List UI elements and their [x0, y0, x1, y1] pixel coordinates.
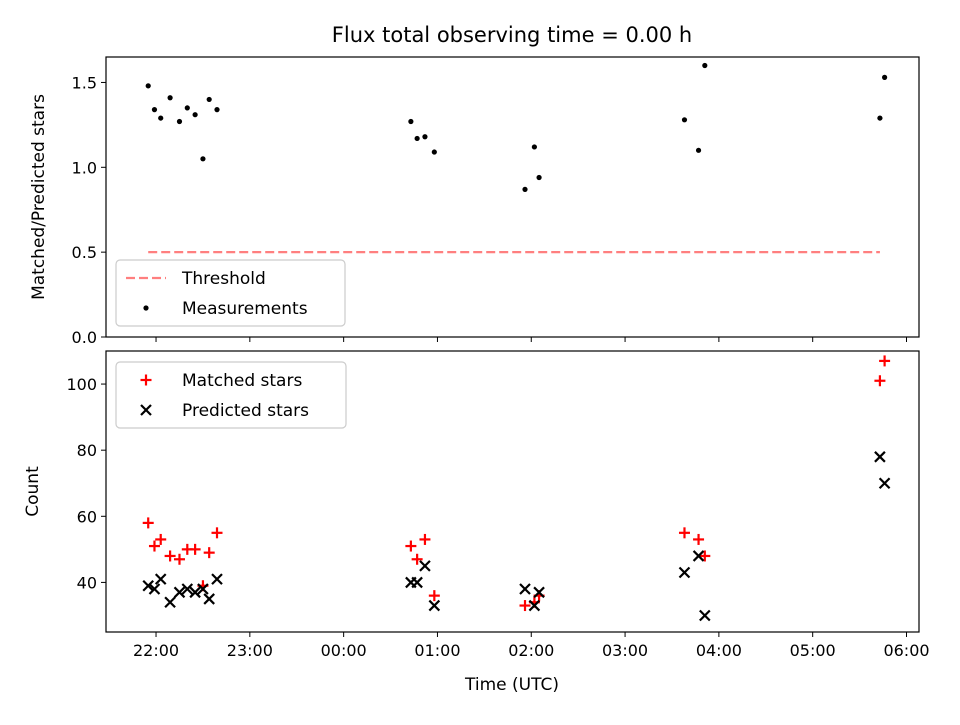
predicted-point-b	[519, 583, 531, 595]
measurement-point	[414, 135, 420, 142]
predicted-point-b	[428, 599, 441, 612]
y-tick-label: 60	[77, 507, 97, 526]
measurement-point	[531, 144, 537, 150]
x-tick-label: 02:00	[508, 641, 554, 660]
measurement-point	[702, 62, 708, 69]
predicted-point-b	[164, 596, 176, 609]
predicted-point-b	[154, 573, 167, 585]
measurement-point	[192, 112, 198, 118]
measurement-point	[200, 156, 206, 162]
x-axis-label: Time (UTC)	[464, 675, 559, 695]
y-tick-label: 1.5	[72, 73, 97, 92]
measurement-point	[522, 186, 528, 192]
legend-predicted-swatch-b	[140, 404, 152, 416]
ratio-panel: 0.0 0.5 1.0 1.5 Matched/Predicted stars Thres…	[29, 56, 920, 347]
measurement-point	[681, 117, 688, 123]
y-axis-label: Count	[23, 466, 43, 517]
measurement-point	[431, 149, 437, 155]
measurement-point	[214, 107, 220, 113]
legend-threshold-label: Threshold	[181, 269, 266, 289]
predicted-point-b	[189, 586, 201, 599]
predicted-point-b	[692, 550, 705, 562]
x-tick-label: 04:00	[696, 641, 742, 660]
measurement-point	[176, 118, 183, 125]
measurement-point	[877, 115, 883, 121]
predicted-point-b	[181, 583, 194, 595]
legend-measurement-swatch	[143, 305, 149, 311]
figure-title: Flux total observing time = 0.00 h	[332, 23, 692, 47]
predicted-point-b	[528, 599, 541, 612]
y-tick-label: 100	[66, 375, 97, 394]
x-tick-label: 05:00	[790, 641, 836, 660]
measurement-point	[145, 83, 151, 89]
measurement-point	[882, 74, 888, 80]
measurement-point	[167, 95, 173, 101]
y-tick-label: 0.0	[72, 328, 97, 347]
predicted-point-b	[878, 477, 891, 490]
measurement-point	[695, 147, 702, 153]
predicted-point-b	[173, 586, 186, 599]
y-tick-label: 80	[77, 441, 97, 460]
predicted-point-b	[203, 593, 215, 605]
predicted-point-b	[874, 451, 886, 463]
measurement-point	[151, 107, 158, 113]
legend-box	[115, 361, 347, 429]
measurement-point	[408, 118, 414, 125]
x-tick-label: 23:00	[227, 641, 273, 660]
y-tick-label: 40	[77, 573, 97, 592]
predicted-point-b	[699, 609, 711, 622]
legend-series-label: Predicted stars	[182, 401, 309, 421]
predicted-point-b	[197, 583, 209, 595]
measurement-point	[206, 96, 212, 103]
predicted-point-b	[678, 566, 691, 579]
predicted-point-b	[411, 576, 423, 589]
predicted-point-b	[142, 579, 154, 592]
x-tick-label: 06:00	[883, 641, 929, 660]
y-tick-label: 1.0	[72, 158, 97, 177]
predicted-point-b	[533, 586, 545, 599]
x-tick-label: 01:00	[414, 641, 460, 660]
x-tick-label: 03:00	[602, 641, 648, 660]
predicted-point-b	[148, 583, 161, 595]
count-panel: 22:00 23:00 00:00 01:00 02:00 03:00 04:00 05:00…	[23, 350, 930, 660]
x-tick-label: 22:00	[133, 641, 179, 660]
plot-frame	[105, 350, 920, 633]
x-tick-label: 00:00	[321, 641, 367, 660]
measurement-point	[536, 174, 542, 181]
predicted-point-b	[211, 573, 223, 585]
y-tick-label: 0.5	[72, 243, 97, 262]
y-axis-label: Matched/Predicted stars	[29, 94, 49, 300]
predicted-point-b	[419, 560, 431, 572]
plot-frame	[105, 56, 920, 338]
legend-series-label: Measurements	[182, 299, 308, 319]
measurement-point	[184, 105, 190, 111]
measurement-point	[422, 134, 428, 140]
measurement-point	[158, 115, 164, 121]
legend-box	[115, 259, 346, 327]
legend-series-label: Matched stars	[182, 371, 302, 391]
